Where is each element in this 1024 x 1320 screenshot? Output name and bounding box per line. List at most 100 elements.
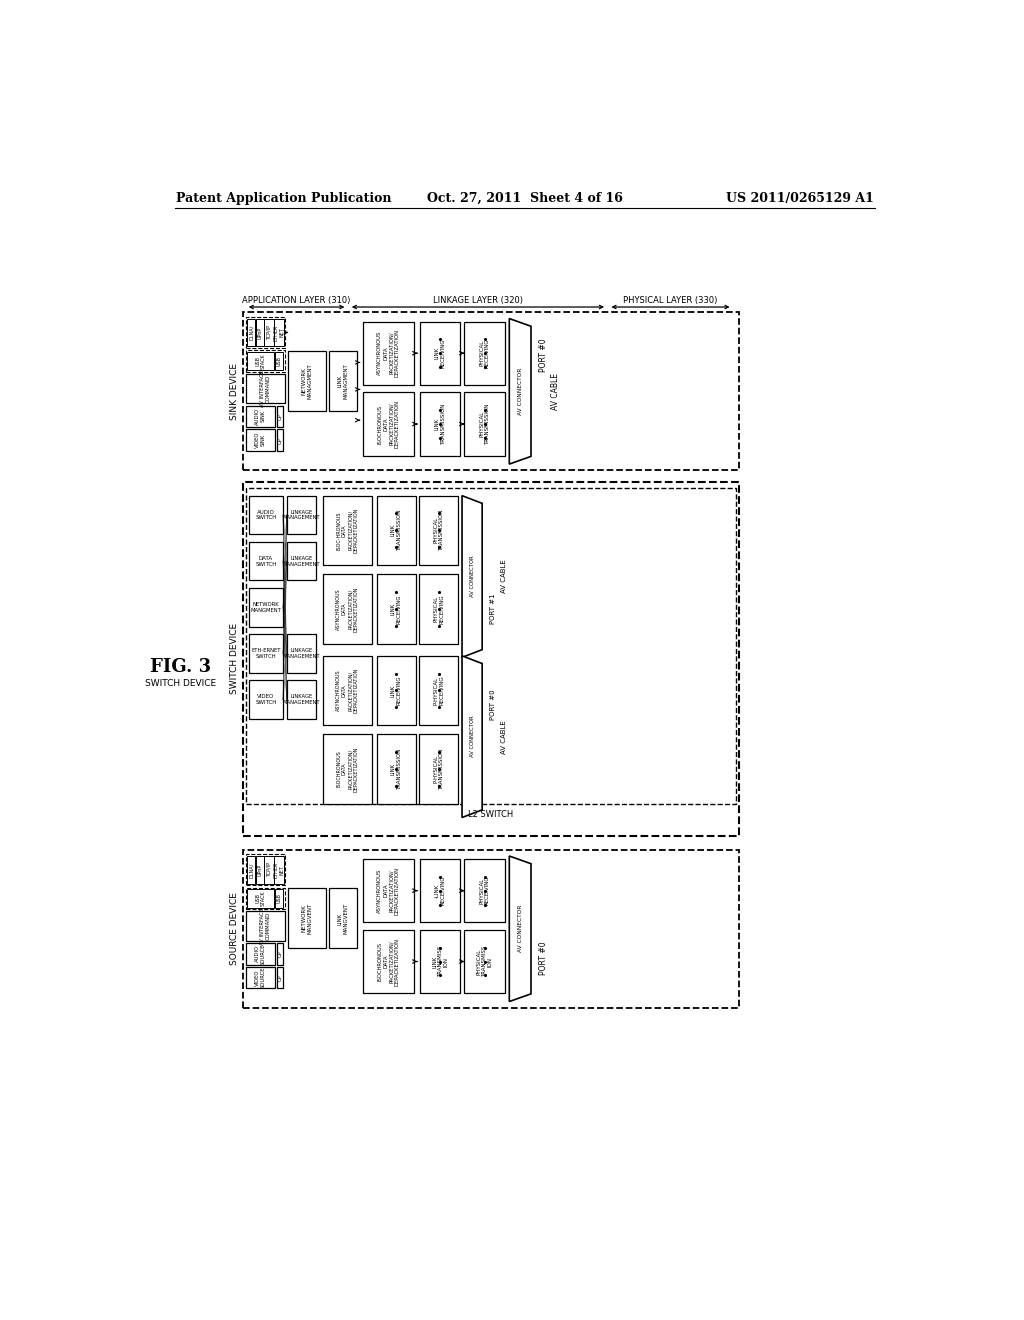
Text: LINK
RECEIVING: LINK RECEIVING: [435, 338, 445, 368]
Text: AUDIO
SOURCE: AUDIO SOURCE: [255, 942, 266, 965]
Text: AV CABLE: AV CABLE: [501, 719, 507, 754]
Text: CP: CP: [278, 974, 283, 981]
Text: ASYNCHRONOUS
DATA
PACKETIZATION/
DEPACKETIZATION: ASYNCHRONOUS DATA PACKETIZATION/ DEPACKE…: [377, 867, 399, 915]
Text: AV CABLE: AV CABLE: [501, 560, 507, 594]
Text: AUDIO
SWITCH: AUDIO SWITCH: [255, 510, 276, 520]
Text: NETWORK
MANGVENT: NETWORK MANGVENT: [302, 903, 312, 935]
Text: TCP/IP: TCP/IP: [266, 325, 271, 341]
Bar: [243, 850, 738, 1007]
Bar: [420, 496, 458, 565]
Text: APPLICATION LAYER (310): APPLICATION LAYER (310): [243, 297, 351, 305]
Text: NETWORK
MANAGMENT: NETWORK MANAGMENT: [302, 363, 312, 399]
Text: AV CONNECTOR: AV CONNECTOR: [470, 556, 474, 598]
Bar: [246, 911, 285, 941]
Bar: [420, 574, 458, 644]
Bar: [246, 488, 735, 804]
Text: USB
STACK: USB STACK: [255, 891, 266, 907]
Bar: [323, 734, 372, 804]
Text: LINKAGE
MANAGEMENT: LINKAGE MANAGEMENT: [283, 510, 321, 520]
Text: LINK
MANAGMENT: LINK MANAGMENT: [337, 363, 348, 399]
Bar: [276, 966, 283, 989]
Text: LINK
TRANSMISSION: LINK TRANSMISSION: [391, 748, 401, 789]
Bar: [362, 859, 414, 923]
Bar: [464, 392, 505, 455]
Text: ETHER
NET: ETHER NET: [273, 862, 285, 878]
Bar: [246, 966, 275, 989]
Bar: [287, 496, 316, 535]
Text: ASYNCHRONOUS
DATA
PACKETIZATION/
DEPACKETIZATION: ASYNCHRONOUS DATA PACKETIZATION/ DEPACKE…: [377, 329, 399, 378]
Polygon shape: [509, 318, 531, 465]
Text: PORT #1: PORT #1: [490, 594, 496, 624]
Bar: [420, 656, 458, 725]
Text: NETWORK
MANGMENT: NETWORK MANGMENT: [251, 602, 282, 612]
Text: PHYSICAL
TRANSMISS
ION: PHYSICAL TRANSMISS ION: [476, 946, 493, 977]
Text: ISOCHRONOUS
DATA
PACKETIZATION/
DEPACKETIZATION: ISOCHRONOUS DATA PACKETIZATION/ DEPACKET…: [377, 937, 399, 986]
Text: SWITCH DEVICE: SWITCH DEVICE: [145, 678, 216, 688]
Text: ETH-ERNET
SWITCH: ETH-ERNET SWITCH: [251, 648, 281, 659]
Bar: [246, 429, 275, 451]
Bar: [275, 351, 283, 370]
Bar: [249, 635, 283, 673]
Bar: [289, 888, 326, 949]
Text: PORT #0: PORT #0: [539, 338, 548, 372]
Text: ISOCHRONOUS
DATA
PACKETIZATION/
DEPACKETIZATION: ISOCHRONOUS DATA PACKETIZATION/ DEPACKET…: [336, 746, 358, 792]
Bar: [264, 318, 273, 346]
Polygon shape: [509, 857, 531, 1002]
Text: ETHER
NET: ETHER NET: [273, 325, 285, 341]
Bar: [246, 854, 285, 886]
Bar: [377, 656, 416, 725]
Text: AV INTERFACE
COMMAND: AV INTERFACE COMMAND: [260, 370, 270, 407]
Text: CP: CP: [278, 413, 283, 420]
Bar: [464, 322, 505, 385]
Bar: [249, 496, 283, 535]
Bar: [256, 857, 263, 884]
Bar: [249, 681, 283, 719]
Bar: [287, 681, 316, 719]
Bar: [243, 313, 738, 470]
Text: TCP/IP: TCP/IP: [266, 862, 271, 878]
Bar: [329, 351, 356, 411]
Bar: [329, 888, 356, 949]
Bar: [377, 496, 416, 565]
Text: PHYSICAL
TRANSMISSION: PHYSICAL TRANSMISSION: [479, 404, 489, 445]
Text: ASYNCHRONOUS
DATA
PACKETIZATION/
DEPACKETIZATION: ASYNCHRONOUS DATA PACKETIZATION/ DEPACKE…: [336, 668, 358, 713]
Text: LINKAGE
MANAGEMENT: LINKAGE MANAGEMENT: [283, 556, 321, 566]
Bar: [248, 351, 273, 370]
Bar: [256, 318, 263, 346]
Text: DATA
SWITCH: DATA SWITCH: [255, 556, 276, 566]
Bar: [246, 405, 275, 428]
Bar: [420, 322, 461, 385]
Bar: [246, 317, 285, 348]
Bar: [248, 857, 255, 884]
Text: AV CABLE: AV CABLE: [551, 372, 560, 409]
Bar: [377, 734, 416, 804]
Text: AV CONNECTOR: AV CONNECTOR: [518, 906, 522, 953]
Bar: [362, 392, 414, 455]
Bar: [323, 574, 372, 644]
Bar: [246, 942, 275, 965]
Bar: [275, 890, 283, 908]
Text: ISOC-HRONOUS
DATA
PACKETIZATION/
DEPACKETIZATION: ISOC-HRONOUS DATA PACKETIZATION/ DEPACKE…: [336, 508, 358, 553]
Text: CP: CP: [278, 437, 283, 444]
Text: VIDEO
SWITCH: VIDEO SWITCH: [255, 694, 276, 705]
Bar: [323, 496, 372, 565]
Text: L2 SWITCH: L2 SWITCH: [468, 810, 513, 818]
Bar: [420, 392, 461, 455]
Bar: [274, 318, 284, 346]
Text: LINK
MANGVENT: LINK MANGVENT: [337, 903, 348, 935]
Bar: [276, 405, 283, 428]
Text: LINK
TRANSMISS
ION: LINK TRANSMISS ION: [432, 946, 449, 977]
Text: US 2011/0265129 A1: US 2011/0265129 A1: [726, 191, 873, 205]
Text: DLNA/: DLNA/: [249, 862, 254, 878]
Text: Patent Application Publication: Patent Application Publication: [176, 191, 391, 205]
Text: AV INTERFACE
COMMAND: AV INTERFACE COMMAND: [260, 908, 270, 945]
Bar: [246, 887, 285, 909]
Text: UPnP: UPnP: [257, 863, 262, 876]
Bar: [264, 857, 273, 884]
Text: P-HYSICAL
RECEIVING: P-HYSICAL RECEIVING: [433, 676, 444, 705]
Text: -LINK
RECEIVING: -LINK RECEIVING: [435, 876, 445, 906]
Bar: [287, 543, 316, 581]
Bar: [362, 322, 414, 385]
Text: SINK DEVICE: SINK DEVICE: [230, 363, 240, 420]
Text: AV CONNECTOR: AV CONNECTOR: [470, 715, 474, 758]
